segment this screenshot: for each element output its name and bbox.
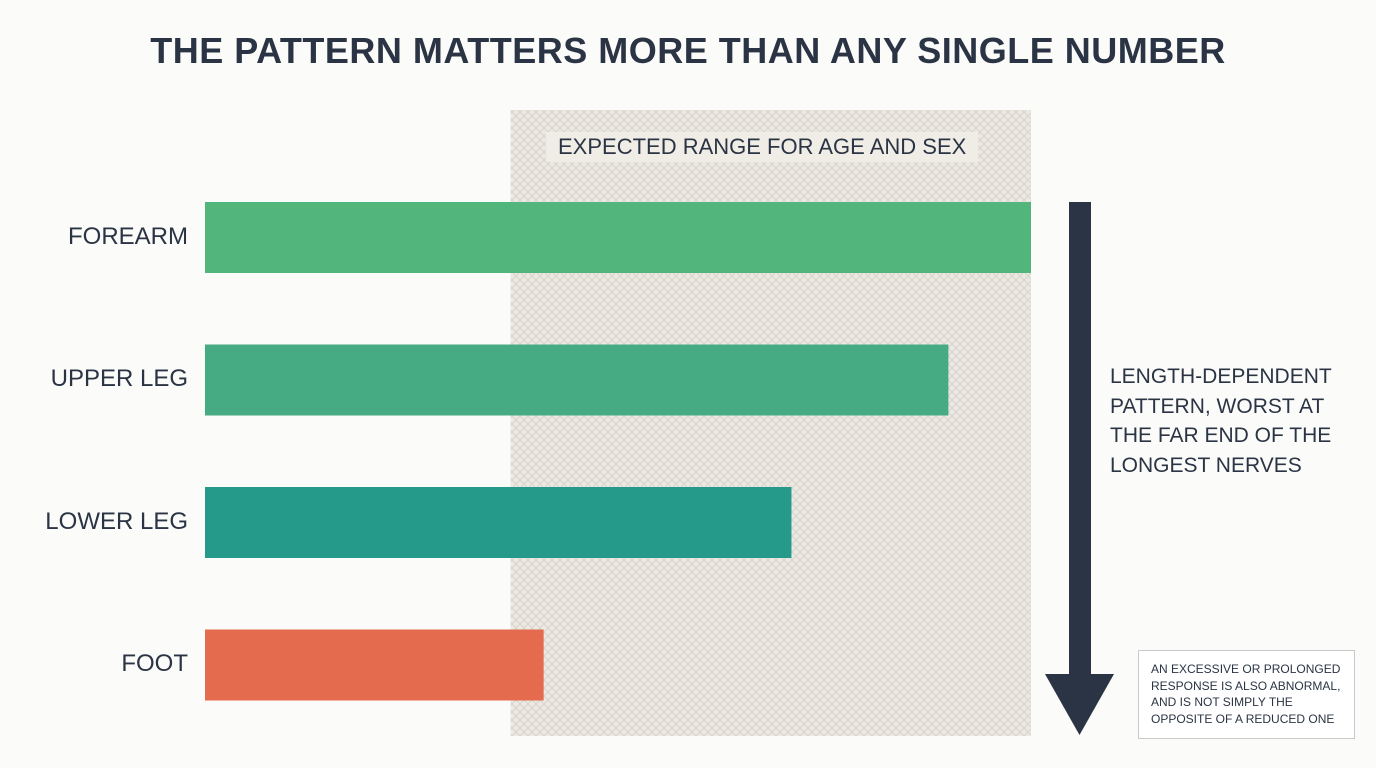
category-label-lower-leg: LOWER LEG [45, 507, 188, 535]
length-gradient-arrow [1045, 202, 1114, 735]
bar-foot [205, 629, 544, 701]
expected-range-label: EXPECTED RANGE FOR AGE AND SEX [546, 132, 979, 162]
category-label-upper-leg: UPPER LEG [50, 365, 188, 392]
gradient-annotation: LENGTH-DEPENDENT PATTERN, WORST AT THE F… [1110, 365, 1332, 477]
bar-lower-leg [205, 487, 792, 558]
category-label-forearm: FOREARM [68, 222, 188, 250]
footnote-box: AN EXCESSIVE OR PROLONGED RESPONSE IS AL… [1138, 650, 1355, 739]
arrow-shaft [1069, 202, 1091, 680]
chart-title: THE PATTERN MATTERS MORE THAN ANY SINGLE… [150, 30, 1226, 71]
bar-forearm [205, 202, 1031, 273]
arrow-down-icon [1045, 674, 1114, 735]
bar-upper-leg [205, 344, 949, 416]
category-label-foot: FOOT [121, 650, 188, 677]
